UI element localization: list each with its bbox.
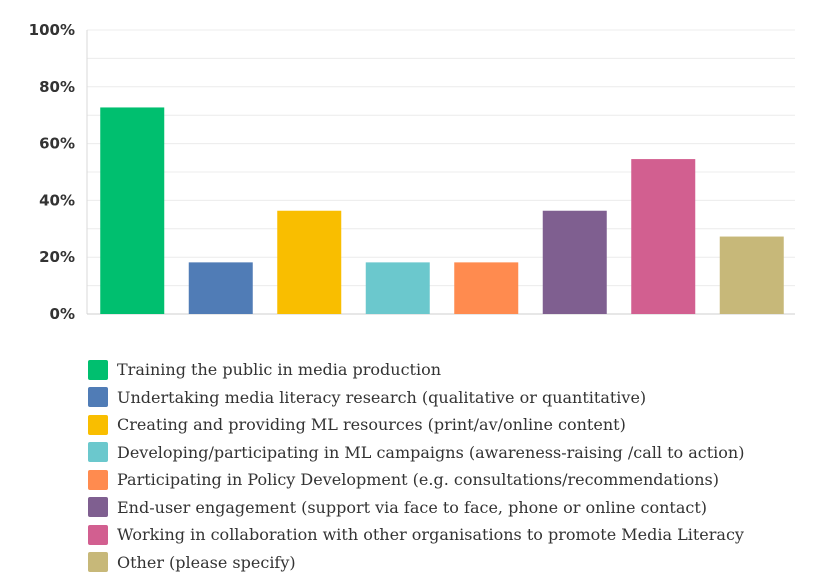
legend-label: End-user engagement (support via face to…	[117, 497, 708, 517]
bar-chart: 0% 20% 40% 60% 80% 100%	[29, 21, 795, 323]
legend-swatch	[88, 442, 108, 463]
bar[interactable]	[277, 210, 342, 314]
bar[interactable]	[542, 210, 607, 314]
legend-item[interactable]: Training the public in media production	[88, 356, 744, 384]
y-tick-label: 20%	[39, 248, 75, 266]
gridlines	[87, 29, 795, 287]
legend-label: Creating and providing ML resources (pri…	[117, 415, 626, 435]
legend: Training the public in media production U…	[88, 356, 744, 576]
y-tick-label: 40%	[39, 191, 75, 209]
y-tick-label: 80%	[39, 78, 75, 96]
legend-item[interactable]: Participating in Policy Development (e.g…	[88, 466, 744, 494]
legend-item[interactable]: Other (please specify)	[88, 549, 744, 577]
legend-label: Undertaking media literacy research (qua…	[117, 387, 647, 407]
legend-swatch	[88, 359, 108, 380]
legend-label: Working in collaboration with other orga…	[117, 525, 744, 545]
legend-swatch	[88, 414, 108, 435]
y-tick-label: 0%	[50, 305, 75, 323]
legend-swatch	[88, 387, 108, 408]
legend-swatch	[88, 552, 108, 573]
legend-label: Participating in Policy Development (e.g…	[117, 470, 719, 490]
bar[interactable]	[100, 107, 165, 314]
legend-label: Developing/participating in ML campaigns…	[117, 442, 745, 462]
bar[interactable]	[454, 262, 519, 314]
y-tick-label: 100%	[29, 21, 75, 39]
legend-swatch	[88, 497, 108, 518]
legend-item[interactable]: Developing/participating in ML campaigns…	[88, 439, 744, 467]
legend-swatch	[88, 469, 108, 490]
bar[interactable]	[365, 262, 430, 314]
bars	[100, 107, 784, 314]
legend-item[interactable]: Undertaking media literacy research (qua…	[88, 384, 744, 412]
legend-label: Training the public in media production	[117, 360, 442, 380]
legend-label: Other (please specify)	[117, 552, 296, 572]
y-tick-label: 60%	[39, 135, 75, 153]
legend-swatch	[88, 524, 108, 545]
legend-item[interactable]: End-user engagement (support via face to…	[88, 494, 744, 522]
bar[interactable]	[188, 262, 253, 314]
legend-item[interactable]: Working in collaboration with other orga…	[88, 521, 744, 549]
bar[interactable]	[631, 159, 696, 314]
legend-item[interactable]: Creating and providing ML resources (pri…	[88, 411, 744, 439]
bar[interactable]	[719, 236, 784, 314]
